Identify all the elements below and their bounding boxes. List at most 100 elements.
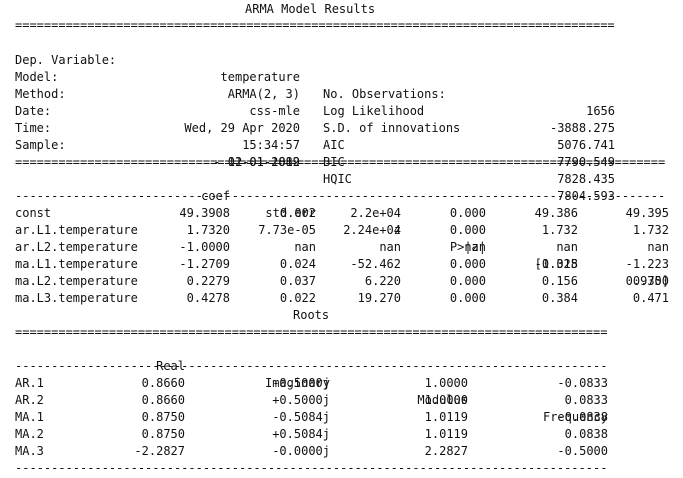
coef-row-name: ar.L1.temperature xyxy=(15,223,138,237)
roots-bottom-rule: ----------------------------------------… xyxy=(15,461,608,475)
roots-cell: -0.0838 xyxy=(557,410,608,424)
coef-header: P>|z| xyxy=(449,240,486,254)
roots-cell: -0.5000j xyxy=(272,376,330,390)
roots-header: Imaginary xyxy=(264,376,330,390)
roots-header: Modulus xyxy=(417,393,468,407)
coef-cell: -1.2709 xyxy=(179,257,230,271)
coef-cell: 0.000 xyxy=(449,257,486,271)
summary-value-2: 1656 xyxy=(586,104,615,118)
roots-row-name: MA.1 xyxy=(15,410,44,424)
summary-label: Time: xyxy=(15,121,52,135)
coef-cell: -1.0000 xyxy=(179,240,230,254)
coef-header-rule: ----------------------------------------… xyxy=(15,189,666,203)
roots-row-name: AR.1 xyxy=(15,376,44,390)
coef-cell: -1.318 xyxy=(534,257,578,271)
roots-cell: +0.5000j xyxy=(272,393,330,407)
summary-label-2: BIC xyxy=(323,155,345,169)
coef-cell: 0.156 xyxy=(541,274,578,288)
coef-cell: 2.2e+04 xyxy=(350,206,401,220)
roots-cell: -0.0000j xyxy=(272,444,330,458)
coef-row-name: ar.L2.temperature xyxy=(15,240,138,254)
coef-row-name: ma.L1.temperature xyxy=(15,257,138,271)
summary-row: Sample: 01-01-1882 HQIC 7804.593 xyxy=(15,120,615,203)
coef-cell: 6.220 xyxy=(364,274,401,288)
summary-value: 01-01-1882 xyxy=(227,155,300,169)
roots-title: Roots xyxy=(293,308,330,322)
coef-header: coef xyxy=(201,189,230,203)
summary-value-2: 7804.593 xyxy=(557,189,615,203)
roots-header: Frequency xyxy=(542,410,608,424)
coef-cell: nan xyxy=(379,240,401,254)
summary-value-2: 7828.435 xyxy=(557,172,615,186)
roots-cell: 1.0119 xyxy=(424,410,468,424)
coef-cell: 0.037 xyxy=(279,274,316,288)
summary-label-2: S.D. of innovations xyxy=(323,121,461,135)
coef-top-rule: ========================================… xyxy=(15,155,666,169)
summary-value-2: -3888.275 xyxy=(549,121,615,135)
roots-cell: -0.0833 xyxy=(557,376,608,390)
coef-row-name: ma.L2.temperature xyxy=(15,274,138,288)
coef-cell: 2.24e+04 xyxy=(343,223,401,237)
roots-top-rule: ========================================… xyxy=(15,325,608,339)
summary-top-rule: ========================================… xyxy=(15,18,615,32)
roots-cell: -2.2827 xyxy=(134,444,185,458)
coef-header: 0.975] xyxy=(625,274,669,288)
coef-cell: 0.024 xyxy=(279,257,316,271)
coef-cell: nan xyxy=(647,240,669,254)
coef-cell: 1.7320 xyxy=(186,223,230,237)
coef-cell: 0.000 xyxy=(449,274,486,288)
coef-row-name: ma.L3.temperature xyxy=(15,291,138,305)
summary-label: Model: xyxy=(15,70,59,84)
summary-label-2: HQIC xyxy=(323,172,352,186)
coef-header: [0.025 xyxy=(534,257,578,271)
summary-value: - 12-01-2019 xyxy=(213,155,300,169)
roots-cell: 1.0000 xyxy=(424,376,468,390)
summary-label: Method: xyxy=(15,87,66,101)
summary-value: 15:34:57 xyxy=(242,138,300,152)
roots-header-rule: ----------------------------------------… xyxy=(15,359,608,373)
results-title: ARMA Model Results xyxy=(245,2,376,16)
summary-label-2: No. Observations: xyxy=(323,87,446,101)
coef-header: z xyxy=(393,223,401,237)
summary-row: - 12-01-2019 xyxy=(15,137,300,169)
coef-cell: 0.471 xyxy=(632,291,669,305)
roots-row-name: AR.2 xyxy=(15,393,44,407)
roots-cell: 0.8660 xyxy=(141,393,185,407)
roots-header-row: Real Imaginary Modulus Frequency xyxy=(15,341,608,424)
roots-cell: 0.8750 xyxy=(141,427,185,441)
roots-row-name: MA.2 xyxy=(15,427,44,441)
summary-row: Date: Wed, 29 Apr 2020 AIC 7790.549 xyxy=(15,86,615,169)
roots-cell: -0.5084j xyxy=(272,410,330,424)
summary-row: Model: ARMA(2, 3) Log Likelihood -3888.2… xyxy=(15,52,615,135)
coef-cell: 19.270 xyxy=(357,291,401,305)
summary-row: Time: 15:34:57 BIC 7828.435 xyxy=(15,103,615,186)
coef-cell: -1.223 xyxy=(625,257,669,271)
summary-value: Wed, 29 Apr 2020 xyxy=(184,121,300,135)
summary-label-2: Log Likelihood xyxy=(323,104,425,118)
summary-value: css-mle xyxy=(249,104,300,118)
summary-label: Dep. Variable: xyxy=(15,53,117,67)
coef-cell: nan xyxy=(294,240,316,254)
roots-cell: 0.8660 xyxy=(141,376,185,390)
roots-row-name: MA.3 xyxy=(15,444,44,458)
coef-cell: 49.395 xyxy=(625,206,669,220)
roots-cell: 0.0833 xyxy=(564,393,608,407)
coef-cell: 0.000 xyxy=(449,291,486,305)
summary-row: Method: css-mle S.D. of innovations 5076… xyxy=(15,69,615,152)
coef-cell: 0.000 xyxy=(449,206,486,220)
coef-cell: 0.000 xyxy=(449,223,486,237)
coef-header-row: coef std err z P>|z| [0.025 0.975] xyxy=(15,171,669,288)
summary-label-2: AIC xyxy=(323,138,345,152)
coef-cell: 0.384 xyxy=(541,291,578,305)
roots-header: Real xyxy=(156,359,185,373)
coef-cell: 0.2279 xyxy=(186,274,230,288)
coef-cell: 49.386 xyxy=(534,206,578,220)
coef-header: std err xyxy=(265,206,316,220)
coef-cell: 1.732 xyxy=(541,223,578,237)
roots-cell: 2.2827 xyxy=(424,444,468,458)
coef-cell: 7.73e-05 xyxy=(258,223,316,237)
roots-cell: -0.5000 xyxy=(557,444,608,458)
coef-cell: 1.732 xyxy=(632,223,669,237)
roots-cell: 0.0838 xyxy=(564,427,608,441)
